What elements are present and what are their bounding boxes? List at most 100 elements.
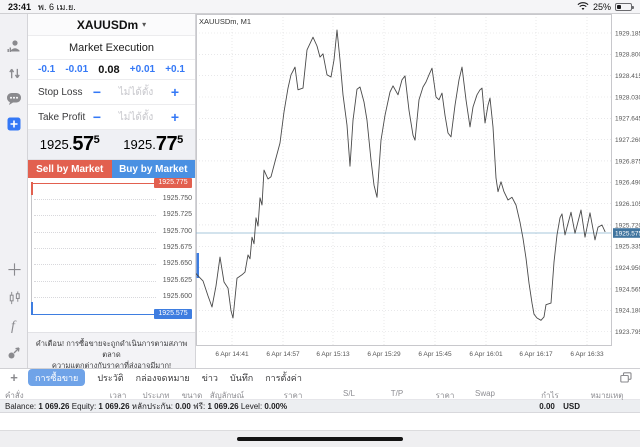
person-quotes-icon bbox=[7, 40, 20, 52]
time-axis-label: 6 Apr 15:13 bbox=[316, 351, 350, 358]
current-price-badge-text: 1925.575 bbox=[615, 230, 640, 237]
ladder-gridline bbox=[34, 297, 156, 298]
price-axis-label: 1925.720 bbox=[615, 222, 640, 229]
bid-main: 57 bbox=[72, 133, 94, 155]
account-metric-value: 1 069.26 bbox=[207, 401, 241, 411]
column-header: เวลา bbox=[109, 390, 127, 400]
bid-price: 1925. 57 5 bbox=[28, 130, 112, 159]
buy-button[interactable]: Buy by Market bbox=[111, 160, 195, 178]
tab-history[interactable]: ประวัติ bbox=[97, 372, 124, 383]
trade-arrows-icon bbox=[8, 68, 20, 78]
price-axis-label: 1924.180 bbox=[615, 308, 640, 315]
chevron-down-icon: ▾ bbox=[142, 20, 147, 29]
objects-icon bbox=[8, 347, 20, 359]
sell-button[interactable]: Sell by Market bbox=[28, 160, 112, 178]
ladder-axis-ask-segment bbox=[30, 182, 33, 195]
time-axis-label: 6 Apr 16:01 bbox=[469, 351, 503, 358]
new-order-button[interactable] bbox=[0, 115, 28, 133]
price-ladder: 1925.775 1925.750 1925.725 1925.700 1925.675… bbox=[28, 178, 195, 332]
account-metric-label: ฟรี: bbox=[193, 401, 208, 411]
price-line-series[interactable] bbox=[196, 29, 606, 321]
take-profit-minus-button[interactable]: − bbox=[92, 109, 102, 125]
account-metric-value: 1 069.26 bbox=[38, 401, 72, 411]
ladder-level-label: 1925.750 bbox=[162, 195, 192, 202]
objects-button[interactable] bbox=[0, 344, 28, 362]
tab-settings[interactable]: การตั้งค่า bbox=[265, 372, 302, 383]
column-header: ราคา bbox=[435, 390, 455, 400]
function-f-icon: f bbox=[11, 319, 17, 333]
column-header: ขนาด bbox=[181, 390, 203, 400]
volume-inc-small-button[interactable]: +0.01 bbox=[129, 64, 156, 75]
price-chart[interactable]: 1929.185 1928.800 1928.415 1928.030 1927.645… bbox=[196, 14, 640, 368]
tab-mailbox[interactable]: กล่องจดหมาย bbox=[135, 372, 190, 383]
orders-table-header: คำสั่ง เวลา ประเภท ขนาด สัญลักษณ์ ราคา S/L T/P ร… bbox=[0, 386, 640, 400]
crosshair-icon bbox=[7, 262, 21, 276]
crosshair-button[interactable] bbox=[0, 260, 28, 278]
account-metric-value: 0.00% bbox=[264, 401, 288, 411]
messages-button[interactable] bbox=[0, 90, 28, 108]
tab-news[interactable]: ข่าว bbox=[201, 372, 218, 383]
account-metric-label: หลักประกัน: bbox=[131, 401, 176, 411]
svg-text:f: f bbox=[11, 319, 17, 333]
volume-dec-small-button[interactable]: -0.01 bbox=[65, 64, 89, 75]
price-axis-label: 1924.565 bbox=[615, 286, 640, 293]
chart-type-button[interactable] bbox=[0, 289, 28, 307]
trade-button[interactable] bbox=[0, 64, 28, 82]
indicators-button[interactable]: f bbox=[0, 316, 28, 334]
account-metric-value: 0.00 bbox=[175, 401, 194, 411]
add-button[interactable]: + bbox=[10, 369, 18, 385]
stop-loss-plus-button[interactable]: + bbox=[170, 84, 180, 100]
ladder-gridline bbox=[34, 215, 156, 216]
time-axis-label: 6 Apr 15:45 bbox=[418, 351, 452, 358]
price-axis-label: 1925.335 bbox=[615, 244, 640, 251]
ladder-level-label: 1925.700 bbox=[162, 228, 192, 235]
price-axis-label: 1923.795 bbox=[615, 329, 640, 336]
volume-value[interactable]: 0.08 bbox=[98, 63, 120, 76]
price-axis-label: 1927.260 bbox=[615, 137, 640, 144]
plot-border bbox=[196, 14, 612, 346]
price-axis-label: 1926.490 bbox=[615, 180, 640, 187]
account-summary-row: Balance: 1 069.26 Equity: 1 069.26 หลักป… bbox=[0, 400, 640, 413]
account-metric-label: Level: bbox=[240, 401, 265, 411]
column-header: ประเภท bbox=[142, 390, 170, 400]
new-order-icon bbox=[7, 117, 21, 131]
time-axis-label: 6 Apr 14:57 bbox=[266, 351, 300, 358]
volume-dec-big-button[interactable]: -0.1 bbox=[38, 64, 56, 75]
column-header: หมายเหตุ bbox=[590, 390, 624, 400]
bid-pipette: 5 bbox=[93, 133, 100, 146]
stop-loss-minus-button[interactable]: − bbox=[92, 84, 102, 100]
windows-layout-button[interactable] bbox=[620, 372, 632, 383]
account-metric-value: 1 069.26 bbox=[98, 401, 132, 411]
left-sidebar: f M1 bbox=[0, 14, 28, 377]
ask-price: 1925. 77 5 bbox=[112, 130, 196, 159]
chart-background bbox=[196, 14, 640, 368]
ladder-gridline bbox=[34, 232, 156, 233]
battery-icon bbox=[615, 2, 634, 11]
stop-loss-field[interactable]: ไม่ได้ตั้ง bbox=[118, 86, 154, 98]
tab-journal[interactable]: บันทึก bbox=[229, 372, 254, 383]
quotes-button[interactable] bbox=[0, 37, 28, 55]
ask-line bbox=[32, 183, 154, 184]
current-price-badge bbox=[613, 228, 640, 238]
take-profit-field[interactable]: ไม่ได้ตั้ง bbox=[118, 111, 154, 123]
column-header: Swap bbox=[474, 388, 496, 398]
profit-currency: USD bbox=[563, 401, 580, 411]
volume-inc-big-button[interactable]: +0.1 bbox=[165, 64, 185, 75]
tab-trade[interactable]: การซื้อขาย bbox=[28, 369, 86, 386]
take-profit-label: Take Profit bbox=[38, 111, 86, 123]
price-axis-label: 1929.185 bbox=[615, 30, 640, 37]
column-header: คำสั่ง bbox=[5, 390, 24, 400]
account-metric-label: Equity: bbox=[71, 401, 99, 411]
column-header: T/P bbox=[390, 388, 404, 398]
home-indicator[interactable] bbox=[237, 437, 403, 441]
wifi-icon bbox=[577, 2, 589, 10]
bid-price-label: 1925.575 bbox=[154, 309, 192, 319]
total-profit: 0.00 USD bbox=[539, 402, 580, 411]
price-axis-label: 1927.645 bbox=[615, 116, 640, 123]
symbol-selector[interactable]: XAUUSDm ▾ bbox=[28, 14, 195, 36]
ask-main: 77 bbox=[155, 133, 178, 155]
take-profit-plus-button[interactable]: + bbox=[170, 109, 180, 125]
bottom-tab-bar: + การซื้อขาย ประวัติ กล่องจดหมาย ข่าว บันทึก… bbox=[0, 368, 640, 386]
status-bar: 23:41 พ. 6 เม.ย. 25% bbox=[0, 0, 640, 14]
